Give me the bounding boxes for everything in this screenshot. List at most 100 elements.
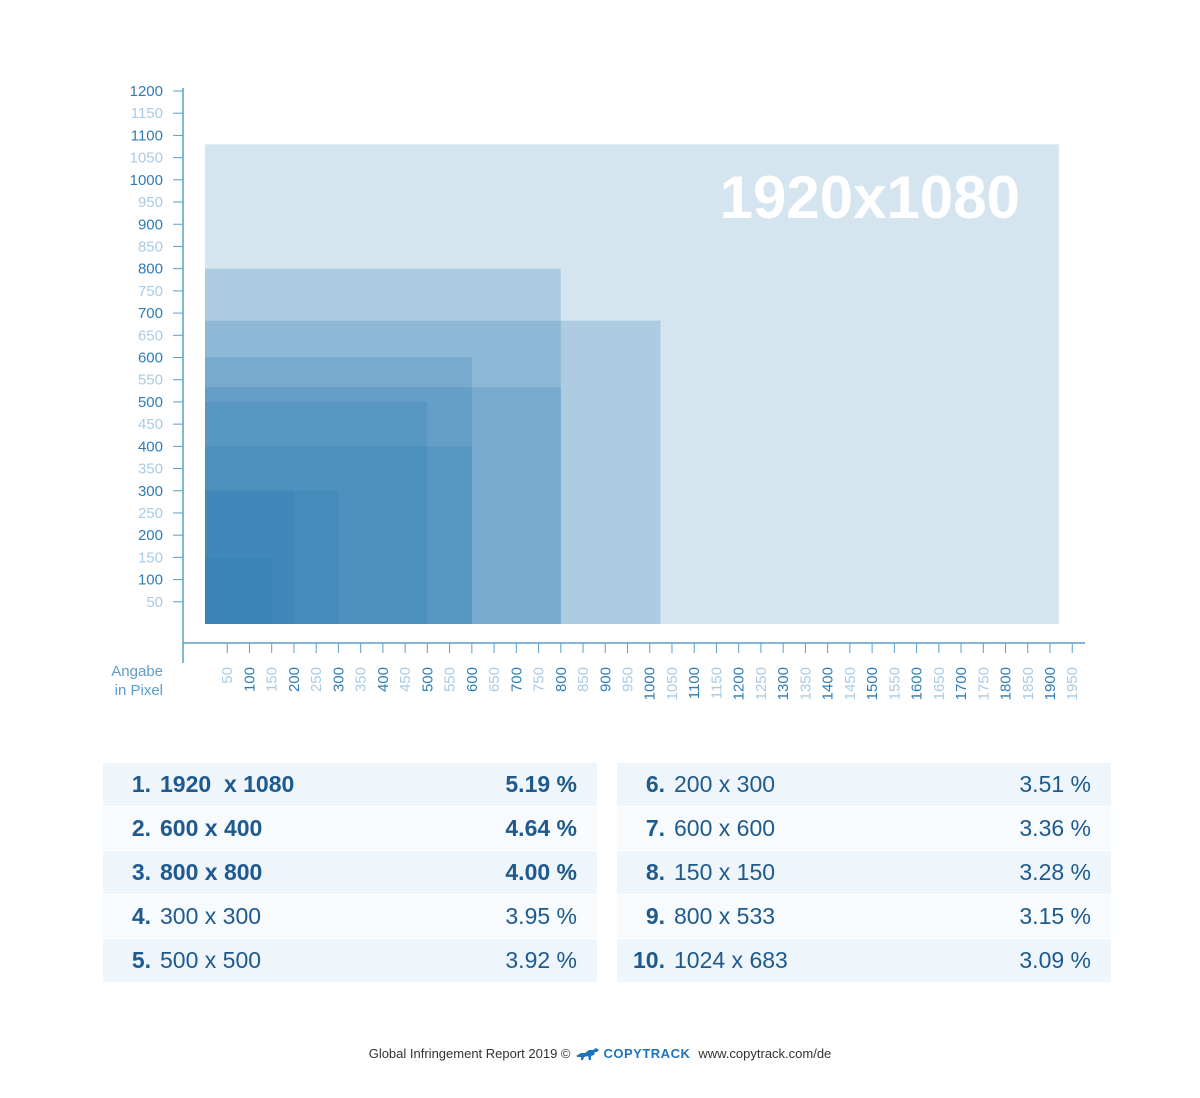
resolution-chart: 50 100 150 200 250 300 350 400 450 500 550 600 650 70… [111,83,1085,700]
y-tick-label-850: 850 [138,238,163,255]
rank-resolution: 600 x 600 [674,815,776,841]
rank-percentage: 3.15 % [1019,903,1091,929]
rank-percentage: 4.00 % [505,859,577,885]
chart-axes [173,88,1085,663]
rank-percentage: 3.28 % [1019,859,1091,885]
rank-number: 2. [131,815,151,841]
y-tick-label-900: 900 [138,216,163,233]
rank-resolution: 1920 x 1080 [160,771,295,797]
y-tick-label-1000: 1000 [130,172,163,189]
rank-percentage: 3.95 % [505,903,577,929]
y-tick-label-350: 350 [138,461,163,478]
x-tick-label-600: 600 [464,667,481,692]
y-tick-label-550: 550 [138,372,163,389]
resolution-rects [205,144,1059,625]
x-tick-label-1900: 1900 [1042,667,1059,700]
ranking-table-left: 1. 1920 x 1080 5.19 % 2. 600 x 400 4.64 % 3. 80… [103,763,597,983]
rank-number: 8. [645,859,665,885]
x-tick-label-1700: 1700 [953,667,970,700]
rank-resolution: 800 x 800 [160,859,263,885]
rank-number: 5. [131,947,151,973]
ranking-row: 8. 150 x 150 3.28 % [617,851,1111,895]
x-tick-label-1350: 1350 [797,667,814,700]
rank-number: 10. [633,947,665,973]
brand-logo: COPYTRACK [575,1046,691,1061]
y-tick-label-600: 600 [138,350,163,367]
x-tick-label-50: 50 [219,667,236,684]
rank-number: 1. [131,771,151,797]
x-tick-label-500: 500 [419,667,436,692]
y-tick-label-300: 300 [138,483,163,500]
x-tick-label-1200: 1200 [731,667,748,700]
y-tick-label-1200: 1200 [130,83,163,100]
x-tick-label-850: 850 [575,667,592,692]
x-tick-label-1250: 1250 [753,667,770,700]
rank-number: 3. [131,859,151,885]
resolution-rect-800x800 [205,268,561,624]
x-tick-label-350: 350 [353,667,370,692]
x-tick-label-400: 400 [375,667,392,692]
x-tick-label-200: 200 [286,667,303,692]
x-tick-label-1300: 1300 [775,667,792,700]
x-tick-label-450: 450 [397,667,414,692]
rank-percentage: 3.92 % [505,947,577,973]
y-tick-label-700: 700 [138,305,163,322]
x-tick-label-750: 750 [531,667,548,692]
brand-name: COPYTRACK [603,1046,691,1061]
ranking-row: 5. 500 x 500 3.92 % [103,939,597,983]
y-tick-label-250: 250 [138,505,163,522]
x-tick-label-650: 650 [486,667,503,692]
ranking-row: 6. 200 x 300 3.51 % [617,763,1111,807]
x-tick-label-950: 950 [620,667,637,692]
rank-resolution: 800 x 533 [674,903,776,929]
resolution-rect-500x500 [205,401,428,624]
x-tick-label-1550: 1550 [886,667,903,700]
y-tick-labels: 50 100 150 200 250 300 350 400 450 500 550 600 650 70… [130,83,163,611]
x-tick-label-550: 550 [442,667,459,692]
x-tick-label-1650: 1650 [931,667,948,700]
rank-percentage: 4.64 % [505,815,577,841]
ranking-row: 10. 1024 x 683 3.09 % [617,939,1111,983]
axis-unit-label-line1: Angabe [111,663,163,680]
y-tick-label-950: 950 [138,194,163,211]
rank-resolution: 1024 x 683 [674,947,788,973]
y-tick-label-1150: 1150 [131,105,163,122]
rank-resolution: 150 x 150 [674,859,776,885]
ranking-table-right: 6. 200 x 300 3.51 % 7. 600 x 600 3.36 % 8. 150 … [617,763,1111,983]
x-tick-label-100: 100 [241,667,258,692]
rank-percentage: 5.19 % [505,771,577,797]
x-tick-label-700: 700 [508,667,525,692]
rank-number: 6. [645,771,665,797]
x-tick-labels: 50 100 150 200 250 300 350 400 450 500 550 600 650 70… [219,667,1081,700]
rank-number: 4. [131,903,151,929]
ranking-row: 7. 600 x 600 3.36 % [617,807,1111,851]
x-tick-label-1400: 1400 [820,667,837,700]
rank-percentage: 3.51 % [1019,771,1091,797]
y-tick-label-400: 400 [138,438,163,455]
footer-url: www.copytrack.com/de [698,1046,832,1061]
resolution-rect-600x600 [205,357,472,624]
y-tick-label-500: 500 [138,394,163,411]
x-tick-label-1950: 1950 [1064,667,1081,700]
axis-unit-label-line2: in Pixel [115,682,163,699]
ranking-row: 1. 1920 x 1080 5.19 % [103,763,597,807]
rank-percentage: 3.09 % [1019,947,1091,973]
resolution-rect-800x533 [205,387,561,624]
ranking-row: 9. 800 x 533 3.15 % [617,895,1111,939]
highlight-resolution-label: 1920x1080 [720,164,1020,231]
footer: Global Infringement Report 2019 © COPYTR… [0,1046,1200,1061]
y-tick-label-1050: 1050 [130,150,163,167]
y-tick-label-750: 750 [138,283,163,300]
footer-report-text: Global Infringement Report 2019 © [368,1046,571,1061]
rank-number: 9. [645,903,665,929]
x-tick-label-1050: 1050 [664,667,681,700]
resolution-rect-600x400 [205,446,472,624]
x-tick-label-1600: 1600 [909,667,926,700]
rank-resolution: 300 x 300 [160,903,262,929]
ranking-row: 3. 800 x 800 4.00 % [103,851,597,895]
x-tick-label-1850: 1850 [1020,667,1037,700]
rank-resolution: 200 x 300 [674,771,776,797]
x-tick-label-1100: 1100 [686,667,703,699]
ranking-row: 2. 600 x 400 4.64 % [103,807,597,851]
x-tick-label-900: 900 [597,667,614,692]
